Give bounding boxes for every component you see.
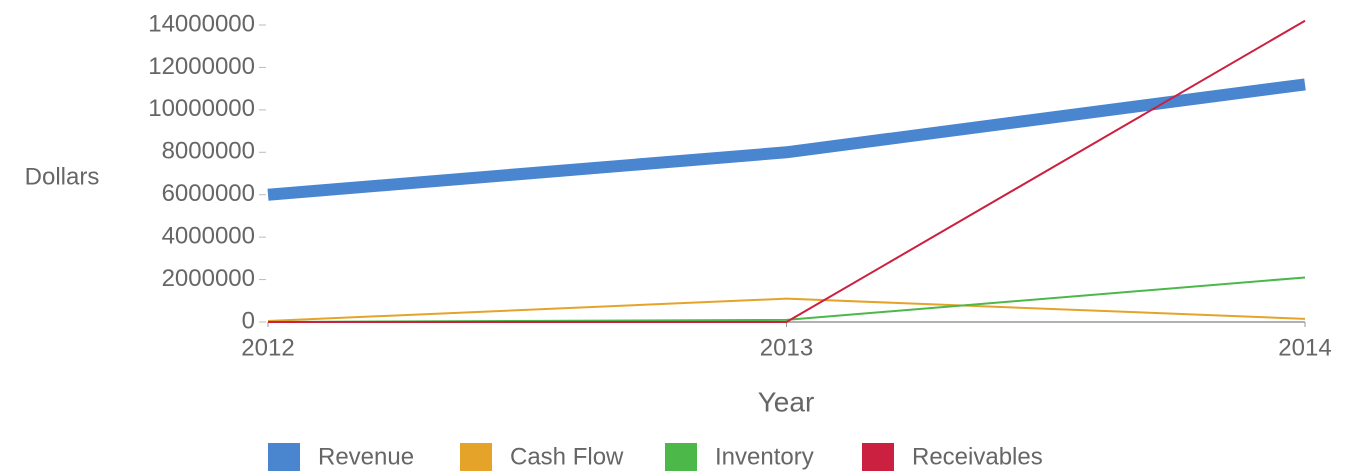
y-tick-label: 14000000 — [148, 10, 255, 37]
legend-swatch — [665, 443, 697, 471]
legend-swatch — [268, 443, 300, 471]
y-axis-label: Dollars — [25, 163, 100, 190]
y-tick-label: 10000000 — [148, 95, 255, 122]
series-line — [267, 276, 1306, 323]
y-tick-label: 12000000 — [148, 53, 255, 80]
x-tick-label: 2012 — [241, 334, 294, 361]
legend-swatch — [460, 443, 492, 471]
legend-label: Receivables — [912, 443, 1043, 470]
series-line — [267, 297, 1306, 322]
x-axis-label: Year — [758, 386, 815, 417]
y-tick-label: 0 — [242, 307, 255, 334]
y-tick-label: 4000000 — [162, 222, 255, 249]
x-tick-label: 2013 — [760, 334, 813, 361]
series-line — [268, 19, 1306, 323]
x-tick-label: 2014 — [1278, 334, 1331, 361]
y-tick-label: 8000000 — [162, 138, 255, 165]
y-tick-label: 6000000 — [162, 180, 255, 207]
legend-label: Revenue — [318, 443, 414, 470]
legend-label: Inventory — [715, 443, 814, 470]
y-tick-label: 2000000 — [162, 265, 255, 292]
series-line — [267, 78, 1306, 201]
legend-label: Cash Flow — [510, 443, 624, 470]
legend-swatch — [862, 443, 894, 471]
